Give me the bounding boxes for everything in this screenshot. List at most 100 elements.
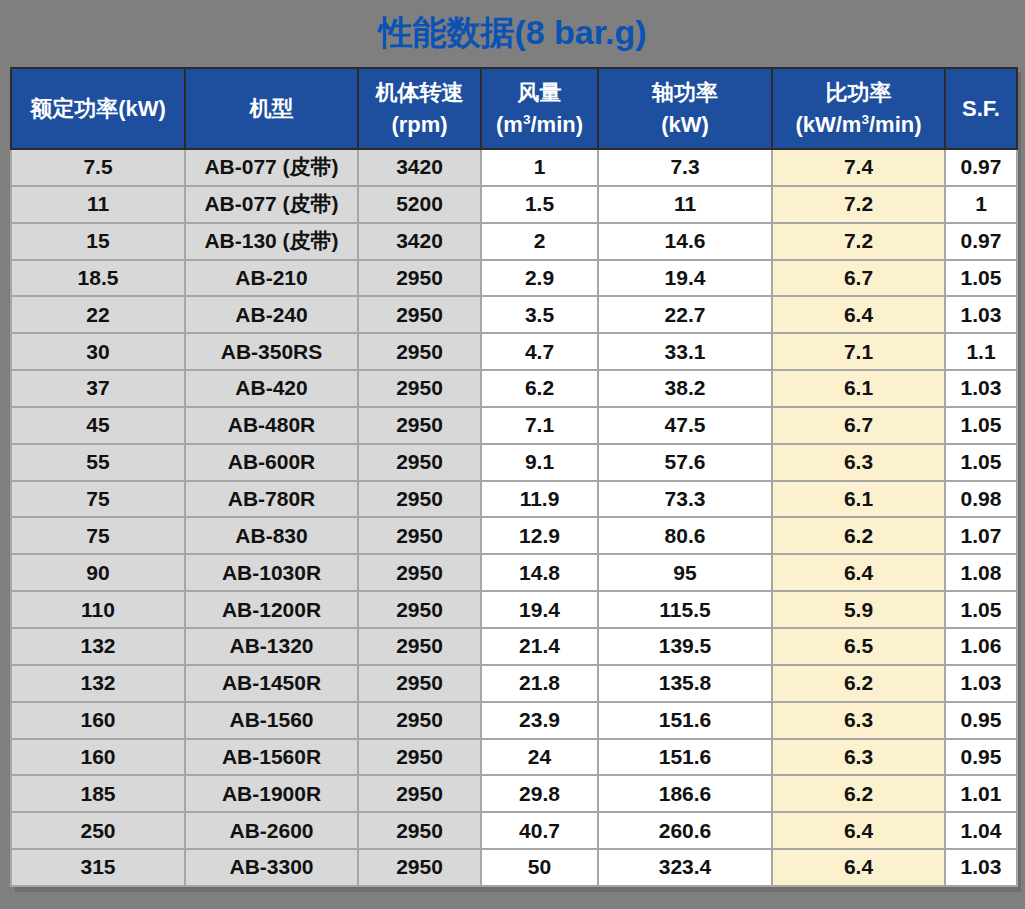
cell-shaft-power: 151.6 [598, 739, 772, 776]
cell-air-flow: 7.1 [481, 407, 598, 444]
cell-model: AB-480R [185, 407, 358, 444]
table-row: 75AB-780R295011.973.36.10.98 [11, 481, 1017, 518]
cell-body-speed: 2950 [358, 591, 481, 628]
header-line: S.F. [948, 93, 1014, 125]
cell-body-speed: 2950 [358, 702, 481, 739]
cell-specific-power: 6.3 [772, 444, 945, 481]
cell-shaft-power: 19.4 [598, 260, 772, 297]
header-line: 比功率 [775, 77, 942, 109]
cell-rated-power: 132 [11, 665, 185, 702]
cell-specific-power: 6.2 [772, 665, 945, 702]
cell-shaft-power: 186.6 [598, 775, 772, 812]
cell-shaft-power: 135.8 [598, 665, 772, 702]
cell-body-speed: 5200 [358, 186, 481, 223]
header-line: 风量 [484, 77, 595, 109]
cell-body-speed: 3420 [358, 223, 481, 260]
cell-shaft-power: 47.5 [598, 407, 772, 444]
page-title: 性能数据(8 bar.g) [0, 8, 1025, 56]
cell-shaft-power: 33.1 [598, 333, 772, 370]
cell-air-flow: 14.8 [481, 554, 598, 591]
cell-air-flow: 21.4 [481, 628, 598, 665]
column-header-air-flow: 风量(m3/min) [481, 68, 598, 149]
header-line: (rpm) [361, 109, 478, 141]
cell-rated-power: 11 [11, 186, 185, 223]
table-row: 132AB-1450R295021.8135.86.21.03 [11, 665, 1017, 702]
cell-specific-power: 6.1 [772, 370, 945, 407]
cell-rated-power: 15 [11, 223, 185, 260]
cell-rated-power: 45 [11, 407, 185, 444]
cell-service-factor: 1.01 [945, 775, 1017, 812]
cell-specific-power: 6.4 [772, 849, 945, 886]
cell-specific-power: 6.2 [772, 517, 945, 554]
cell-shaft-power: 323.4 [598, 849, 772, 886]
page: 性能数据(8 bar.g) 额定功率(kW)机型机体转速(rpm)风量(m3/m… [0, 0, 1025, 909]
cell-air-flow: 21.8 [481, 665, 598, 702]
table-body: 7.5AB-077 (皮带)342017.37.40.9711AB-077 (皮… [11, 149, 1017, 886]
cell-model: AB-077 (皮带) [185, 186, 358, 223]
header-line: 机体转速 [361, 77, 478, 109]
header-line: 额定功率(kW) [14, 93, 182, 125]
table-row: 110AB-1200R295019.4115.55.91.05 [11, 591, 1017, 628]
cell-air-flow: 40.7 [481, 812, 598, 849]
cell-model: AB-1450R [185, 665, 358, 702]
cell-shaft-power: 57.6 [598, 444, 772, 481]
cell-body-speed: 2950 [358, 628, 481, 665]
cell-air-flow: 1.5 [481, 186, 598, 223]
cell-service-factor: 1.1 [945, 333, 1017, 370]
cell-body-speed: 2950 [358, 260, 481, 297]
cell-rated-power: 90 [11, 554, 185, 591]
cell-specific-power: 7.4 [772, 149, 945, 186]
table-row: 37AB-42029506.238.26.11.03 [11, 370, 1017, 407]
cell-model: AB-210 [185, 260, 358, 297]
cell-model: AB-130 (皮带) [185, 223, 358, 260]
cell-model: AB-2600 [185, 812, 358, 849]
table-row: 18.5AB-21029502.919.46.71.05 [11, 260, 1017, 297]
cell-body-speed: 2950 [358, 296, 481, 333]
cell-model: AB-1560R [185, 739, 358, 776]
cell-service-factor: 1.05 [945, 407, 1017, 444]
cell-shaft-power: 38.2 [598, 370, 772, 407]
cell-rated-power: 18.5 [11, 260, 185, 297]
cell-service-factor: 1.05 [945, 591, 1017, 628]
header-line: (m3/min) [484, 109, 595, 141]
cell-body-speed: 2950 [358, 407, 481, 444]
header-line: 轴功率 [601, 77, 769, 109]
cell-air-flow: 11.9 [481, 481, 598, 518]
cell-air-flow: 4.7 [481, 333, 598, 370]
cell-model: AB-1200R [185, 591, 358, 628]
cell-rated-power: 55 [11, 444, 185, 481]
cell-shaft-power: 139.5 [598, 628, 772, 665]
cell-service-factor: 0.95 [945, 739, 1017, 776]
cell-body-speed: 2950 [358, 775, 481, 812]
cell-body-speed: 2950 [358, 370, 481, 407]
cell-rated-power: 7.5 [11, 149, 185, 186]
cell-model: AB-830 [185, 517, 358, 554]
cell-body-speed: 3420 [358, 149, 481, 186]
cell-rated-power: 75 [11, 481, 185, 518]
performance-table: 额定功率(kW)机型机体转速(rpm)风量(m3/min)轴功率(kW)比功率(… [10, 67, 1018, 887]
cell-service-factor: 1.03 [945, 370, 1017, 407]
cell-service-factor: 1.06 [945, 628, 1017, 665]
cell-air-flow: 24 [481, 739, 598, 776]
cell-rated-power: 30 [11, 333, 185, 370]
cell-service-factor: 1.05 [945, 260, 1017, 297]
cell-shaft-power: 22.7 [598, 296, 772, 333]
cell-air-flow: 29.8 [481, 775, 598, 812]
table-header-row: 额定功率(kW)机型机体转速(rpm)风量(m3/min)轴功率(kW)比功率(… [11, 68, 1017, 149]
cell-model: AB-780R [185, 481, 358, 518]
table-row: 160AB-1560295023.9151.66.30.95 [11, 702, 1017, 739]
cell-air-flow: 19.4 [481, 591, 598, 628]
cell-model: AB-1560 [185, 702, 358, 739]
cell-specific-power: 6.4 [772, 296, 945, 333]
cell-air-flow: 3.5 [481, 296, 598, 333]
cell-rated-power: 37 [11, 370, 185, 407]
cell-specific-power: 6.2 [772, 775, 945, 812]
cell-air-flow: 9.1 [481, 444, 598, 481]
cell-rated-power: 250 [11, 812, 185, 849]
column-header-shaft-power: 轴功率(kW) [598, 68, 772, 149]
cell-body-speed: 2950 [358, 665, 481, 702]
cell-service-factor: 1 [945, 186, 1017, 223]
cell-service-factor: 0.95 [945, 702, 1017, 739]
cell-specific-power: 6.3 [772, 739, 945, 776]
column-header-service-factor: S.F. [945, 68, 1017, 149]
